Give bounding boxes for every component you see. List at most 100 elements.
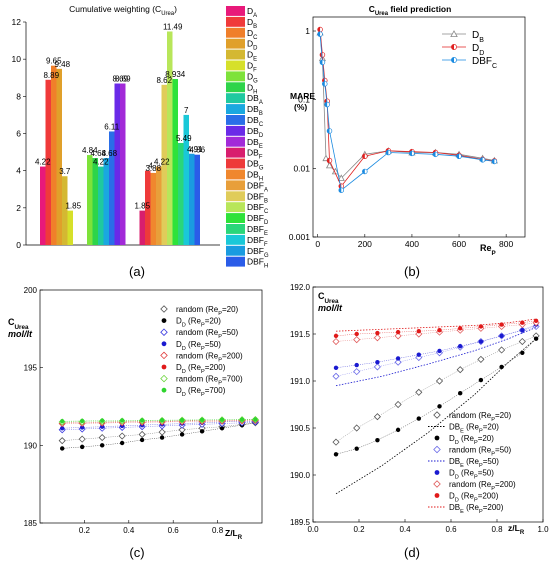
point-b-2-half [322, 81, 325, 87]
plot-frame-b [312, 16, 526, 238]
panel-label-a: (a) [129, 264, 145, 279]
point-d-6 [373, 334, 381, 342]
point-d-0 [456, 366, 464, 374]
point-b-0 [337, 174, 345, 181]
legend-label-DBA: DBA [247, 93, 263, 106]
bar-label-DBD: 8.69 [112, 75, 128, 84]
legend-label-c-2: random (ReP=50) [176, 328, 239, 340]
legend-label-d-2: DD (ReP=20) [449, 434, 494, 446]
point-d-6 [353, 336, 361, 344]
point-d-0 [394, 400, 402, 409]
y-tick-label-d: 189.5 [290, 518, 311, 527]
y-tick-label-a: 2 [16, 203, 21, 213]
point-c-0 [78, 435, 86, 443]
legend-label-b-0: DB [472, 30, 484, 44]
series-guide-c-5 [62, 419, 256, 423]
legend-label-DBFF: DBFF [247, 235, 268, 248]
legend-marker-c-4 [160, 351, 168, 360]
legend-marker-d-2 [434, 435, 440, 441]
point-d-5 [395, 356, 401, 361]
legend-label-DBFE: DBFE [247, 224, 268, 237]
point-d-5 [437, 348, 442, 354]
legend-label-DE: DE [247, 50, 257, 63]
bar-label-DBFG: 4.91 [187, 145, 203, 154]
bar-DBFC [167, 31, 173, 246]
point-d-7 [437, 328, 442, 333]
series-line-b-0 [319, 32, 495, 179]
series-curve-d-8 [335, 318, 537, 332]
legend-swatch-DBD [226, 125, 245, 136]
legend-label-DH: DH [247, 82, 257, 95]
x-tick-label-d: 0.4 [399, 525, 411, 534]
x-axis-label-d: z/LR [508, 523, 525, 536]
point-b-2-half [327, 128, 330, 134]
y-axis-unit-d: mol/lt [318, 303, 343, 313]
legend-label-DC: DC [247, 28, 258, 41]
bar-DE [62, 176, 68, 245]
y-tick-label-c: 190 [24, 441, 38, 450]
legend-swatch-DD [226, 38, 245, 49]
point-c-7 [79, 418, 85, 424]
point-c-1 [219, 426, 225, 431]
point-d-5 [354, 362, 359, 368]
bar-DBFE [178, 142, 184, 245]
legend-marker-c-3 [161, 341, 167, 347]
legend-swatch-DG [226, 71, 245, 82]
point-b-0 [325, 161, 334, 169]
y-tick-label-c: 185 [24, 519, 38, 528]
plot-frame-c [39, 289, 263, 524]
point-b-1-half [362, 153, 365, 159]
point-b-1 [326, 157, 333, 164]
bar-label-DBFC: 11.49 [163, 22, 183, 31]
series-guide-c-0 [62, 422, 256, 441]
y-tick-label-b: 0.001 [289, 232, 311, 242]
bar-DBC [109, 131, 115, 245]
legend-label-c-4: random (ReP=200) [176, 351, 243, 363]
bar-DBB [103, 158, 109, 245]
legend-marker-c-5 [161, 364, 167, 370]
point-b-2-half [491, 159, 495, 164]
point-b-2 [324, 101, 330, 108]
y-tick-label-a: 10 [12, 54, 22, 64]
point-d-3 [332, 372, 340, 380]
legend-marker-b-1-half [451, 44, 454, 50]
bar-label-DC: 9.65 [46, 57, 62, 66]
point-d-6 [394, 332, 402, 340]
y-tick-label-a: 4 [16, 166, 21, 176]
point-d-0 [353, 424, 361, 432]
point-d-7 [533, 318, 539, 324]
legend-swatch-DBB [226, 104, 245, 114]
point-b-2-half [385, 150, 389, 155]
legend-label-DBFC: DBFC [247, 202, 269, 215]
y-tick-label-c: 195 [24, 364, 38, 373]
point-b-2 [317, 31, 323, 37]
legend-swatch-DBFE [226, 224, 245, 234]
series-guide-c-1 [62, 422, 256, 449]
x-tick-label-d: 0.8 [491, 525, 503, 534]
point-d-0 [477, 355, 485, 363]
bar-DD [56, 68, 62, 245]
point-b-1-half [317, 27, 321, 32]
point-d-5 [458, 344, 463, 349]
point-b-1 [319, 52, 326, 58]
bar-label-DG: 4.84 [82, 146, 98, 155]
point-d-2 [499, 364, 504, 370]
bar-label-DH: 4.68 [90, 149, 106, 158]
point-b-2-half [317, 31, 321, 37]
legend-label-DBFD: DBFD [247, 213, 268, 226]
legend-label-d-1: DBE (ReP=20) [449, 423, 499, 435]
point-c-1 [99, 443, 105, 448]
point-d-7 [375, 330, 380, 336]
bar-DBH [150, 172, 156, 245]
point-c-7 [119, 418, 125, 423]
bar-label-DB: 8.89 [43, 71, 59, 80]
bar-DBG [145, 170, 151, 245]
legend-marker-b-1 [451, 44, 457, 50]
series-curve-d-4 [335, 327, 537, 387]
legend-swatch-DBE [226, 136, 245, 147]
point-c-1 [159, 435, 165, 440]
point-c-0 [98, 434, 106, 442]
point-b-2 [432, 151, 439, 158]
bar-label-DBFB: 8.62 [156, 76, 172, 85]
